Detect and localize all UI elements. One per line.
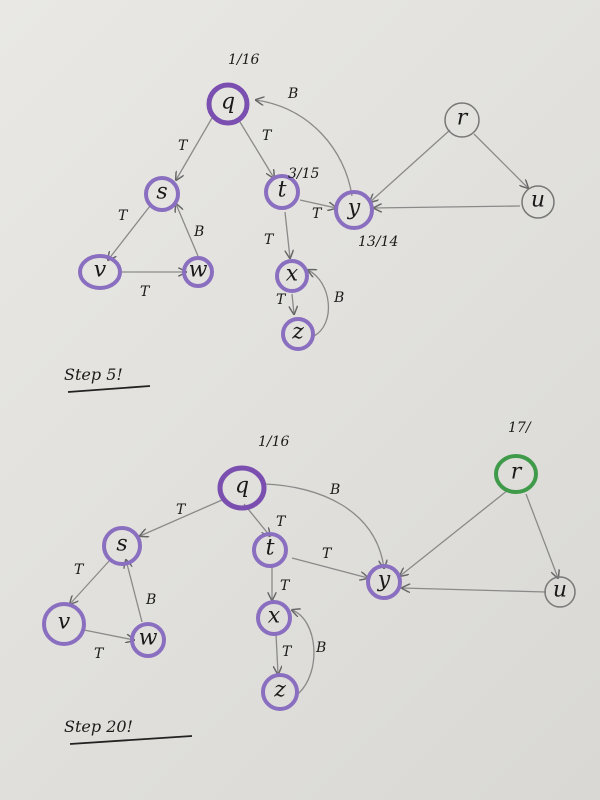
time-t: 3/15 — [288, 166, 320, 182]
edge-w-s — [176, 204, 199, 257]
node-v-circle-2 — [42, 602, 86, 646]
node-z-circle — [281, 317, 315, 351]
edge-label-t-y-2: T — [322, 546, 333, 562]
edge-label-x-z-2: T — [282, 644, 293, 660]
edge-s-v-2 — [70, 559, 111, 604]
node-y-label-2: y — [377, 568, 391, 593]
time-y: 13/14 — [358, 234, 398, 250]
edge-z-x — [308, 270, 329, 337]
edge-t-y-2 — [291, 557, 368, 578]
edge-r-y — [370, 129, 451, 202]
edge-q-y-2 — [263, 483, 384, 568]
node-x-circle-2 — [256, 600, 292, 636]
node-u-label: u — [531, 188, 545, 213]
node-q-label: q — [221, 90, 235, 115]
edge-label-t-x: T — [264, 232, 275, 248]
edge-u-y-2 — [402, 588, 547, 592]
edge-r-y-2 — [400, 489, 509, 576]
node-v-label: v — [94, 258, 107, 283]
edge-label-q-t: T — [262, 128, 273, 144]
node-r-label: r — [457, 106, 469, 131]
edge-label-v-w: T — [140, 284, 151, 300]
edge-v-w-2 — [83, 629, 134, 640]
edge-w-s-2 — [126, 560, 143, 623]
node-z-circle-2 — [261, 673, 299, 711]
step-5-label: Step 5! — [64, 365, 123, 384]
step-5-underline — [67, 385, 151, 393]
node-x-circle — [275, 259, 309, 293]
time-r-2: 17/ — [508, 420, 532, 436]
edge-label-q-s-2: T — [176, 502, 187, 518]
node-y-circle-2 — [366, 564, 402, 600]
edge-label-w-s: B — [193, 224, 204, 240]
edge-q-s — [176, 117, 213, 180]
edge-u-y — [374, 206, 521, 208]
edge-x-z-2 — [276, 633, 278, 674]
node-v-label-2: v — [58, 610, 71, 635]
edge-x-z — [292, 293, 294, 314]
time-q: 1/16 — [228, 52, 260, 68]
edge-label-t-y: T — [312, 206, 323, 222]
node-s-label: s — [156, 180, 167, 205]
node-t-label: t — [278, 178, 287, 203]
node-w-label-2: w — [139, 626, 158, 651]
node-r-circle-2 — [494, 454, 538, 494]
node-x-label-2: x — [268, 604, 281, 629]
node-s-circle-2 — [102, 526, 142, 566]
edge-label-t-x-2: T — [280, 578, 291, 594]
node-u-circle — [521, 185, 555, 219]
node-y-label: y — [347, 196, 361, 221]
edge-label-q-t-2: T — [276, 514, 287, 530]
node-w-circle-2 — [130, 622, 166, 658]
step-20-underline — [69, 735, 193, 745]
edge-label-z-x: B — [333, 290, 344, 306]
edge-label-q-y-2: B — [329, 482, 340, 498]
node-s-label-2: s — [116, 532, 127, 557]
node-u-label-2: u — [553, 578, 567, 603]
edge-r-u-2 — [525, 493, 558, 578]
graph-step-20: q s t y r u v w x z 1/16 17/ T T B T T B… — [42, 420, 576, 745]
edge-s-v — [108, 205, 151, 260]
edge-t-y — [299, 199, 336, 208]
edge-label-x-z: T — [276, 292, 287, 308]
edge-r-u — [473, 133, 528, 188]
node-r-circle — [444, 102, 480, 138]
node-x-label: x — [286, 262, 299, 287]
node-q-label-2: q — [235, 474, 249, 499]
edge-label-q-s: T — [178, 138, 189, 154]
node-w-label: w — [189, 258, 208, 283]
edge-q-t — [239, 121, 274, 178]
node-t-circle-2 — [252, 532, 288, 568]
node-w-circle — [182, 256, 214, 288]
time-q-2: 1/16 — [258, 434, 290, 450]
node-z-label-2: z — [273, 678, 286, 703]
node-q-circle-2 — [217, 465, 267, 511]
node-y-circle — [334, 190, 374, 230]
edge-label-w-s-2: B — [145, 592, 156, 608]
node-z-label: z — [291, 320, 304, 345]
edge-label-s-v-2: T — [74, 562, 85, 578]
node-v-circle — [78, 254, 122, 290]
step-20-label: Step 20! — [64, 717, 133, 736]
edge-label-v-w-2: T — [94, 646, 105, 662]
edge-label-z-x-2: B — [315, 640, 326, 656]
node-t-label-2: t — [266, 536, 275, 561]
edge-t-x — [284, 211, 290, 258]
node-t-circle — [264, 174, 300, 210]
graph-step-5: q s t y r u v w x z 1/16 3/15 13/14 T T … — [64, 52, 555, 393]
node-u-circle-2 — [544, 576, 576, 608]
edge-y-q — [256, 100, 353, 197]
node-r-label-2: r — [511, 460, 523, 485]
edge-label-y-q: B — [287, 86, 298, 102]
node-q-circle — [206, 82, 250, 126]
edge-z-x-2 — [292, 610, 315, 695]
edge-q-s-2 — [140, 499, 223, 536]
node-s-circle — [144, 176, 180, 212]
edge-label-s-v: T — [118, 208, 129, 224]
